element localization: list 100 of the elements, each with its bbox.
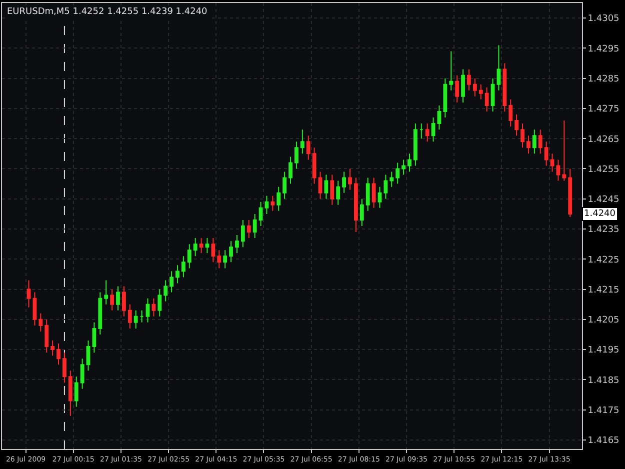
candlestick: [300, 129, 304, 154]
candlestick: [425, 123, 430, 142]
candlestick: [110, 288, 114, 311]
y-tick-label: 1.4175: [588, 406, 620, 416]
candlestick: [508, 98, 513, 128]
candlestick: [187, 244, 192, 269]
candlestick: [152, 298, 156, 317]
candlestick: [348, 168, 352, 190]
candlestick: [140, 310, 144, 323]
candlestick: [164, 280, 168, 302]
candlestick: [44, 318, 49, 354]
candlestick: [514, 114, 519, 136]
candlestick: [360, 198, 364, 226]
y-tick-label: 1.4195: [588, 346, 620, 356]
candlestick: [181, 256, 186, 278]
candlestick: [122, 286, 126, 317]
y-tick-label: 1.4255: [588, 164, 620, 175]
candlestick: [56, 343, 60, 366]
candlestick: [32, 292, 37, 326]
candlestick: [532, 129, 536, 154]
candlestick: [217, 250, 222, 269]
candlestick: [484, 86, 489, 112]
candlestick: [276, 186, 281, 212]
candlestick: [366, 177, 370, 212]
candlestick: [520, 123, 524, 148]
candlestick: [496, 44, 501, 91]
candlestick: [312, 147, 316, 184]
candlestick: [390, 171, 394, 188]
candlestick: [229, 240, 233, 263]
candlestick: [372, 177, 376, 208]
candlestick: [538, 129, 542, 154]
candlestick: [449, 50, 454, 91]
candlestick: [235, 234, 239, 254]
candlestick: [288, 156, 292, 184]
chart-title: EURUSDm,M5 1.4252 1.4255 1.4239 1.4240: [7, 7, 208, 17]
candlestick: [413, 123, 418, 166]
candlestick: [562, 120, 566, 182]
candlestick: [378, 186, 382, 208]
candlestick: [252, 213, 257, 239]
candlestick: [158, 288, 162, 317]
candlestick: [294, 141, 298, 170]
candlestick: [472, 78, 477, 97]
candlestick: [128, 304, 132, 329]
candlestick: [205, 238, 210, 254]
candlestick: [104, 280, 108, 305]
candlestick: [443, 78, 448, 118]
candlestick: [354, 177, 358, 233]
y-tick-label: 1.4225: [588, 255, 620, 266]
candlestick: [396, 162, 400, 184]
y-tick-label: 1.4235: [588, 225, 620, 236]
candlestick: [568, 168, 572, 218]
y-tick-label: 1.4185: [588, 376, 620, 386]
y-tick-label: 1.4295: [588, 44, 620, 54]
candlestick: [556, 159, 560, 182]
y-tick-label: 1.4285: [588, 74, 620, 84]
candlestick: [324, 174, 328, 200]
y-tick-label: 1.4245: [588, 195, 620, 206]
candlestick: [134, 310, 138, 329]
y-tick-label: 1.4215: [588, 285, 620, 296]
candlestick: [455, 74, 460, 103]
candlestick: [26, 280, 31, 308]
candlestick: [342, 171, 346, 194]
y-tick-label: 1.4165: [588, 436, 620, 446]
candlestick: [282, 171, 287, 200]
candlestick: [170, 270, 174, 293]
candlestick: [98, 292, 102, 335]
candlestick: [62, 352, 66, 384]
candlestick: [408, 153, 412, 172]
candlestick: [92, 322, 96, 354]
candlestick: [544, 141, 548, 166]
candlestick: [38, 312, 43, 332]
candlestick: [419, 123, 424, 140]
candlestick: [193, 238, 198, 257]
candlestick: [211, 238, 216, 263]
candlestick: [258, 201, 263, 226]
y-tick-label: 1.4305: [588, 14, 620, 24]
candlestick: [550, 153, 554, 172]
candlestick: [116, 286, 120, 311]
candlestick: [306, 135, 310, 160]
candlestick: [74, 376, 78, 408]
candlestick: [526, 135, 530, 154]
candlestick: [330, 174, 334, 206]
candlestick: [199, 238, 204, 254]
candlestick: [431, 117, 436, 142]
candlestick: [437, 104, 442, 130]
candlestick: [318, 171, 322, 200]
candlestick: [467, 68, 471, 91]
candlestick: [478, 84, 483, 100]
candlestick: [402, 159, 406, 176]
candlestick: [502, 62, 507, 112]
candlestick: [86, 340, 90, 372]
candlestick: [246, 219, 251, 239]
y-tick-label: 1.4275: [588, 104, 620, 115]
y-tick-label: 1.4205: [588, 316, 620, 326]
candlestick: [223, 250, 228, 269]
candlestick: [240, 219, 245, 248]
candlestick: [461, 68, 465, 103]
candlestick: [336, 180, 340, 206]
annotation: 1.4240: [584, 209, 616, 219]
candlestick: [270, 195, 275, 212]
